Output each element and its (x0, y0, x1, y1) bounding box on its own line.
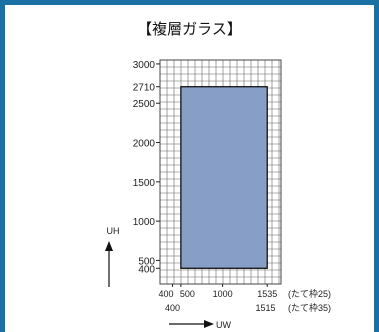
x-tick-label-row2: 1515 (256, 303, 276, 313)
x-tick-label: 1000 (213, 289, 233, 299)
x-tick-label: 1535 (257, 289, 277, 299)
y-axis-arrow-head (105, 241, 113, 251)
y-tick-label: 500 (138, 256, 155, 267)
y-tick-label: 2500 (133, 99, 156, 110)
y-tick-label: 400 (138, 264, 155, 275)
y-tick-label: 3000 (133, 60, 156, 71)
chart-title: 【複層ガラス】 (137, 20, 242, 38)
x-axis-label: UW (216, 320, 231, 330)
x-tick-label: 500 (180, 289, 195, 299)
x-tick-label-row2: 400 (165, 303, 180, 313)
y-tick-label: 2710 (133, 83, 156, 94)
x-tick-label: 400 (158, 289, 173, 299)
y-axis-label: UH (107, 226, 120, 236)
frame-note: (たて枠35) (288, 302, 331, 313)
usable-region (180, 86, 268, 269)
frame-note: (たて枠25) (288, 288, 331, 299)
x-axis-arrow-head (204, 320, 214, 328)
y-tick-label: 1000 (133, 217, 156, 228)
y-tick-label: 2000 (133, 139, 156, 150)
chart-panel: 【複層ガラス】 3000 2710 2500 2000 1500 1000 500 400 40… (5, 5, 374, 332)
y-tick-label: 1500 (133, 178, 156, 189)
plot-border (159, 59, 282, 285)
